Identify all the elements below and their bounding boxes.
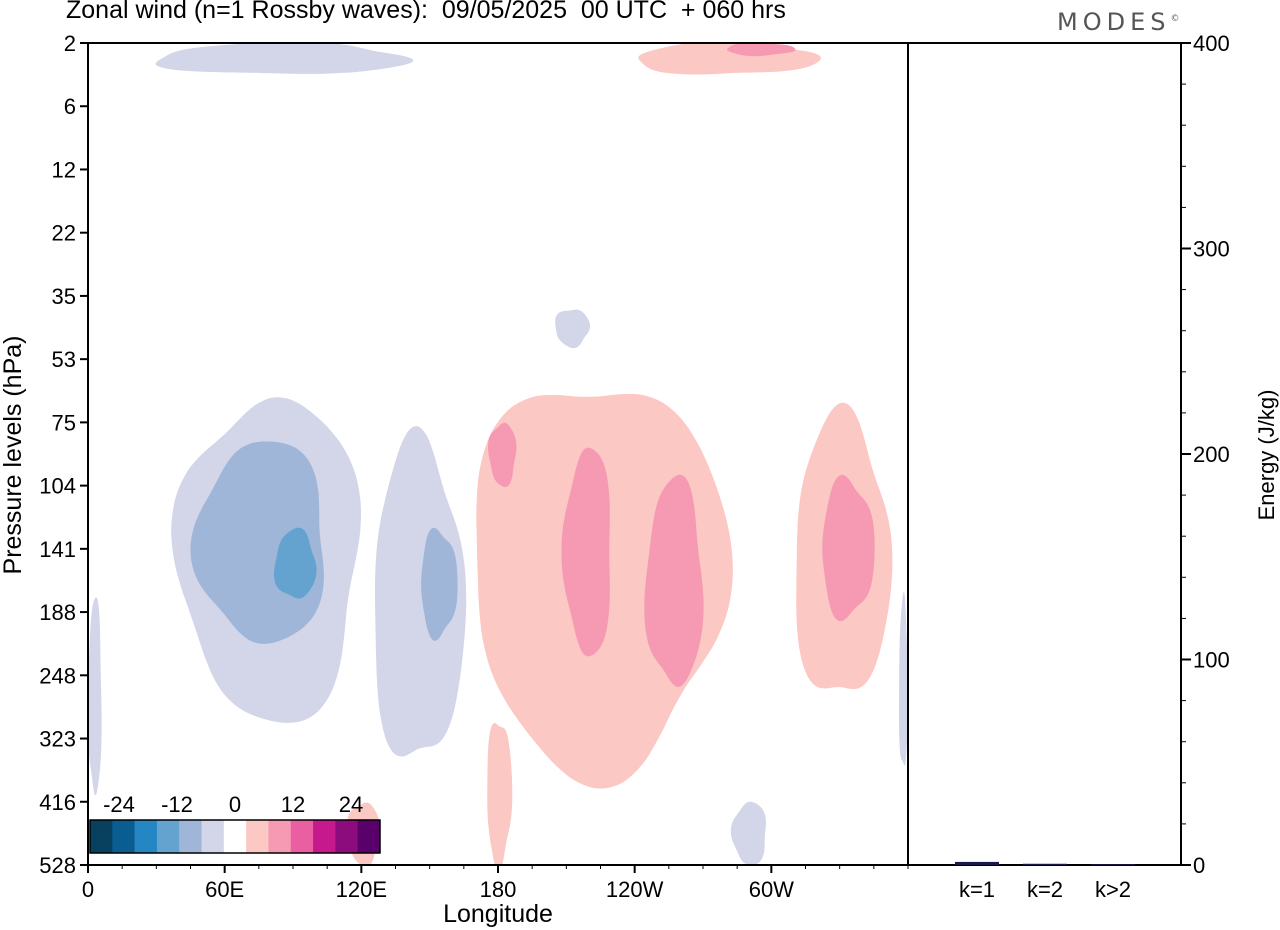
y-tick-label: 12 [52, 157, 76, 182]
contour-region [487, 723, 513, 865]
energy-axis: 0 100 200 300 400 [1181, 31, 1230, 878]
contour-region [421, 527, 458, 641]
colorbar-tick-label: -12 [161, 792, 193, 817]
colorbar-tick-label: 24 [339, 792, 363, 817]
colorbar-frame [89, 819, 381, 854]
contour-region [488, 422, 517, 487]
contour-region [638, 43, 821, 75]
contour-field [88, 43, 908, 865]
energy-category-label: k>2 [1095, 877, 1131, 902]
y-tick-label: 248 [39, 663, 76, 688]
contour-region [898, 592, 908, 766]
y-axis: 2 6 12 22 35 53 75 104 141 188 248 323 416 528 [39, 31, 88, 878]
y-tick-label: 35 [52, 284, 76, 309]
contour-region [822, 474, 875, 622]
contour-region [561, 447, 610, 657]
colorbar-swatch [201, 820, 225, 853]
x-tick-label: 60E [205, 877, 244, 902]
energy-tick-label: 100 [1193, 648, 1230, 673]
x-axis: 0 60E 120E 180 120W 60W [82, 865, 909, 902]
energy-tick-label: 300 [1193, 237, 1230, 262]
y-axis-label: Pressure levels (hPa) [0, 336, 27, 575]
colorbar-swatch [112, 820, 136, 853]
contour-region [155, 43, 414, 74]
y-tick-label: 323 [39, 727, 76, 752]
energy-bars: k=1 k=2 k>2 [955, 861, 1135, 902]
colorbar-tick-label: -24 [103, 792, 135, 817]
y-tick-label: 53 [52, 347, 76, 372]
colorbar-swatch [335, 820, 359, 853]
energy-bar [1091, 864, 1135, 866]
y-tick-label: 104 [39, 474, 76, 499]
contour-region [274, 527, 317, 599]
x-axis-label: Longitude [443, 900, 553, 928]
energy-tick-label: 200 [1193, 442, 1230, 467]
colorbar-tick-label: 0 [229, 792, 241, 817]
contour-region [727, 43, 796, 57]
chart-title: Zonal wind (n=1 Rossby waves): 09/05/202… [66, 0, 786, 24]
colorbar-swatch [134, 820, 158, 853]
x-tick-label: 60W [749, 877, 794, 902]
colorbar-swatch [223, 820, 247, 853]
energy-bar [1023, 863, 1067, 865]
logo-mark: © [1170, 14, 1180, 24]
energy-axis-label: Energy (J/kg) [1254, 390, 1279, 521]
contour-region [730, 801, 766, 865]
y-tick-label: 22 [52, 221, 76, 246]
y-tick-label: 188 [39, 600, 76, 625]
y-tick-label: 2 [64, 31, 76, 56]
energy-plot-frame [907, 42, 1182, 866]
modes-logo: MODES© [1057, 8, 1179, 36]
colorbar-swatch [156, 820, 180, 853]
energy-tick-label: 400 [1193, 31, 1230, 56]
x-tick-label: 0 [82, 877, 94, 902]
energy-tick-label: 0 [1193, 853, 1205, 878]
logo-text: MODES [1057, 8, 1171, 36]
y-tick-label: 6 [64, 94, 76, 119]
y-tick-label: 416 [39, 790, 76, 815]
colorbar-swatch [90, 820, 113, 853]
contour-region [644, 474, 704, 687]
x-tick-label: 120E [336, 877, 387, 902]
energy-category-label: k=2 [1027, 877, 1063, 902]
colorbar-swatch [357, 820, 381, 853]
y-tick-label: 528 [39, 853, 76, 878]
colorbar-tick-label: 12 [281, 792, 305, 817]
energy-category-label: k=1 [959, 877, 995, 902]
colorbar-swatch [179, 820, 203, 853]
contour-region [375, 426, 467, 757]
x-tick-label: 180 [480, 877, 517, 902]
colorbar-swatch [290, 820, 314, 853]
x-tick-label: 120W [606, 877, 664, 902]
contour-region [88, 597, 102, 796]
colorbar-swatch [268, 820, 292, 853]
colorbar-swatch [246, 820, 269, 853]
colorbar-swatch [313, 820, 336, 853]
colorbar: -24 -12 0 12 24 [89, 792, 381, 854]
y-tick-label: 75 [52, 410, 76, 435]
energy-bar [955, 861, 999, 865]
contour-region [555, 309, 591, 349]
y-tick-label: 141 [39, 537, 76, 562]
